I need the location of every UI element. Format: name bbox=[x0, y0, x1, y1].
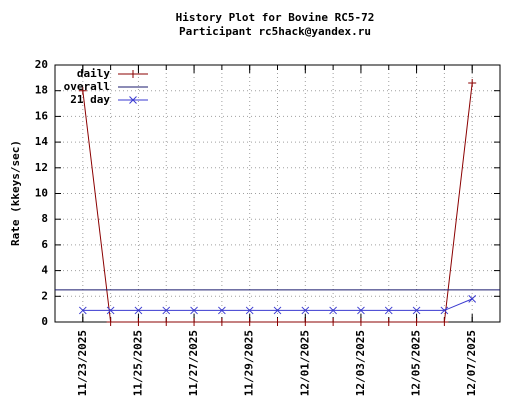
x-tick-label: 11/25/2025 bbox=[131, 330, 144, 396]
y-tick-label: 8 bbox=[41, 212, 48, 225]
marker bbox=[440, 306, 449, 315]
marker bbox=[106, 318, 115, 326]
marker bbox=[384, 306, 393, 315]
marker bbox=[329, 318, 338, 326]
y-tick-label: 0 bbox=[41, 315, 48, 328]
y-tick-label: 2 bbox=[41, 289, 48, 302]
marker bbox=[218, 306, 226, 315]
x-tick-label: 12/05/2025 bbox=[410, 330, 423, 396]
marker bbox=[245, 318, 254, 326]
marker bbox=[106, 306, 115, 315]
chart-subtitle: Participant rc5hack@yandex.ru bbox=[179, 25, 371, 38]
legend-marker bbox=[129, 96, 137, 104]
legend-label: 21 day bbox=[70, 93, 110, 106]
marker bbox=[301, 306, 310, 315]
y-tick-label: 4 bbox=[41, 264, 48, 277]
marker bbox=[356, 318, 365, 326]
marker bbox=[162, 318, 171, 326]
marker bbox=[190, 318, 199, 326]
legend-label: overall bbox=[64, 80, 110, 93]
y-tick-label: 18 bbox=[35, 84, 48, 97]
marker bbox=[162, 306, 171, 315]
x-tick-label: 11/23/2025 bbox=[76, 330, 89, 396]
marker bbox=[190, 306, 198, 315]
marker bbox=[468, 78, 477, 87]
x-tick-label: 12/07/2025 bbox=[465, 330, 478, 396]
x-tick-label: 11/29/2025 bbox=[243, 330, 256, 396]
marker bbox=[273, 318, 282, 326]
marker bbox=[412, 306, 421, 315]
marker bbox=[78, 306, 87, 315]
y-axis-label: Rate (kkeys/sec) bbox=[9, 140, 22, 246]
chart-title: History Plot for Bovine RC5-72 bbox=[176, 11, 375, 24]
marker bbox=[329, 306, 337, 315]
marker bbox=[217, 318, 226, 326]
marker bbox=[134, 306, 143, 315]
marker bbox=[468, 295, 477, 303]
marker bbox=[384, 318, 393, 326]
legend-label: daily bbox=[77, 67, 110, 80]
y-tick-label: 20 bbox=[35, 58, 48, 71]
x-tick-label: 11/27/2025 bbox=[187, 330, 200, 396]
marker bbox=[301, 318, 310, 326]
marker bbox=[245, 306, 254, 315]
marker bbox=[134, 318, 143, 326]
y-tick-label: 14 bbox=[35, 135, 49, 148]
marker bbox=[78, 86, 87, 95]
legend-marker bbox=[129, 70, 137, 78]
marker bbox=[273, 306, 282, 315]
x-tick-label: 12/01/2025 bbox=[298, 330, 311, 396]
y-tick-label: 6 bbox=[41, 238, 48, 251]
marker bbox=[357, 306, 365, 315]
y-tick-label: 12 bbox=[35, 161, 48, 174]
x-tick-label: 12/03/2025 bbox=[354, 330, 367, 396]
marker bbox=[412, 318, 421, 326]
y-tick-label: 10 bbox=[35, 187, 48, 200]
y-tick-label: 16 bbox=[35, 109, 49, 122]
marker bbox=[440, 318, 449, 326]
